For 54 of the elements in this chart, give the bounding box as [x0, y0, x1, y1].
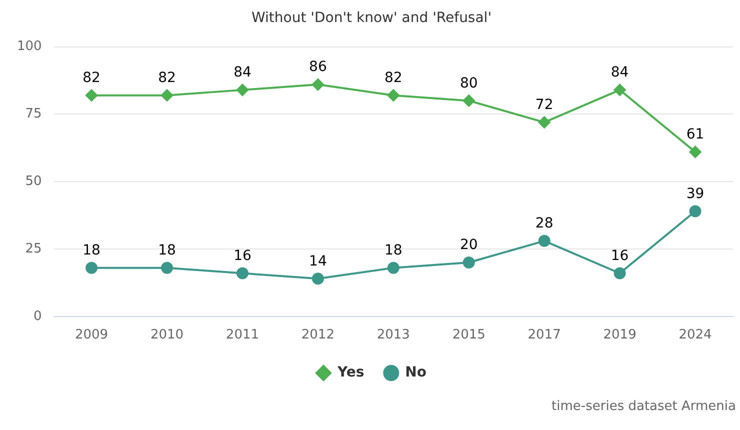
x-tick-label: 2017	[528, 328, 561, 343]
point	[312, 78, 324, 91]
x-tick-label: 2024	[678, 328, 712, 343]
data-label: 82	[82, 70, 100, 86]
x-tick-label: 2019	[603, 328, 636, 343]
point	[614, 267, 626, 280]
point	[161, 262, 174, 274]
y-tick-label: 100	[16, 39, 42, 54]
x-tick-label: 2010	[150, 328, 184, 343]
x-tick-label: 2012	[301, 328, 334, 343]
point	[462, 256, 475, 268]
data-label: 84	[234, 64, 252, 81]
point	[236, 84, 248, 96]
legend-label: No	[405, 364, 427, 381]
point	[236, 267, 248, 280]
y-tick-label: 25	[25, 241, 42, 256]
point	[462, 94, 475, 107]
point	[86, 89, 98, 102]
x-tick-label: 2011	[226, 328, 260, 343]
legend-label: Yes	[336, 364, 364, 381]
y-tick-label: 75	[25, 106, 42, 122]
data-label: 86	[309, 59, 327, 76]
x-tick-label: 2013	[376, 328, 410, 343]
chart-title: Without 'Don't know' and 'Refusal'	[251, 10, 492, 26]
point	[689, 205, 702, 218]
point	[689, 146, 702, 158]
text: time-series dataset Armenia	[552, 399, 736, 414]
data-label: 18	[384, 242, 402, 259]
point	[387, 89, 400, 102]
data-label: 39	[686, 186, 704, 202]
data-label: 28	[535, 216, 554, 232]
data-label: 18	[158, 242, 176, 259]
point	[312, 272, 324, 285]
data-label: 82	[384, 70, 402, 86]
point	[387, 262, 400, 274]
data-label: 16	[610, 248, 629, 264]
point	[161, 89, 174, 102]
data-label: 82	[158, 70, 176, 86]
data-label: 61	[686, 126, 704, 143]
y-tick-label: 0	[34, 308, 42, 324]
point	[538, 116, 550, 128]
point	[614, 84, 626, 96]
x-tick-label: 2015	[452, 328, 486, 343]
data-label: 18	[82, 242, 100, 259]
data-label: 20	[460, 237, 478, 254]
point	[538, 234, 550, 247]
data-label: 16	[234, 248, 252, 264]
data-label: 84	[610, 64, 629, 81]
data-label: 72	[535, 96, 554, 113]
x-tick-label: 2009	[75, 328, 108, 343]
y-tick-label: 50	[25, 174, 42, 189]
data-label: 80	[460, 75, 478, 92]
data-label: 14	[309, 253, 327, 270]
point	[86, 262, 98, 274]
